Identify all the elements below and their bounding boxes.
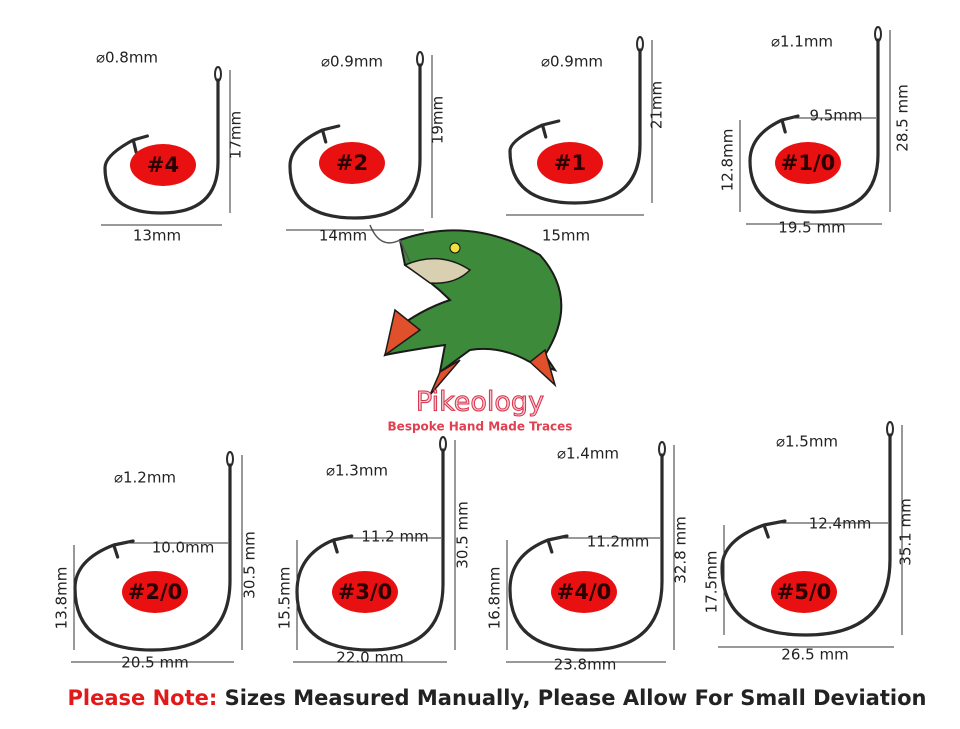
size-badge — [130, 144, 196, 186]
width-label: 19.5 mm — [778, 219, 845, 237]
hook-shape — [720, 433, 892, 637]
size-badge — [775, 142, 841, 184]
width-label: 15mm — [542, 227, 590, 245]
width-label: 22.0 mm — [336, 649, 403, 667]
hook-eye — [214, 66, 222, 82]
length-label: 32.8 mm — [672, 516, 690, 583]
length-label: 30.5 mm — [241, 531, 259, 598]
hook-shape — [748, 38, 880, 214]
size-badge — [332, 571, 398, 613]
hook-3: #1/0 ⌀1.1mm 19.5 mm 28.5 mm 9.5mm 12.8mm — [719, 26, 912, 237]
size-label: #5/0 — [777, 580, 832, 604]
hook-1: #2 ⌀0.9mm 14mm 19mm — [286, 51, 447, 245]
logo: Pikeology Bespoke Hand Made Traces — [369, 224, 573, 434]
diameter-label: ⌀1.3mm — [326, 462, 388, 480]
logo-name: Pikeology — [416, 387, 544, 418]
length-label: 19mm — [429, 96, 447, 144]
diameter-label: ⌀0.9mm — [541, 53, 603, 71]
diameter-label: ⌀0.8mm — [96, 49, 158, 67]
size-label: #1/0 — [781, 151, 836, 175]
width-label: 26.5 mm — [781, 646, 848, 664]
size-badge — [537, 142, 603, 184]
note-label: Please Note: — [68, 686, 218, 710]
length-label: 28.5 mm — [894, 84, 912, 151]
point-height-label: 17.5mm — [703, 551, 721, 614]
hook-shape — [508, 48, 642, 205]
hook-eye — [886, 421, 894, 437]
fish-mouth — [403, 257, 472, 284]
size-badge — [551, 571, 617, 613]
diameter-label: ⌀1.1mm — [771, 33, 833, 51]
diameter-label: ⌀1.2mm — [114, 469, 176, 487]
diameter-label: ⌀0.9mm — [321, 53, 383, 71]
length-label: 30.5 mm — [454, 501, 472, 568]
fish-body — [383, 229, 563, 375]
gap-label: 10.0mm — [152, 539, 215, 557]
diameter-label: ⌀1.4mm — [557, 445, 619, 463]
width-label: 20.5 mm — [121, 654, 188, 672]
point-height-label: 15.5mm — [276, 567, 294, 630]
hook-shape — [103, 78, 220, 215]
gap-label: 9.5mm — [809, 107, 862, 125]
diameter-label: ⌀1.5mm — [776, 433, 838, 451]
size-badge — [122, 571, 188, 613]
point-height-label: 16.8mm — [486, 567, 504, 630]
hook-eye — [416, 51, 424, 67]
gap-label: 11.2mm — [587, 533, 650, 551]
size-label: #2 — [336, 151, 368, 175]
size-badge — [319, 142, 385, 184]
fishing-line — [369, 224, 411, 263]
hook-2: #1 ⌀0.9mm 15mm 21mm — [506, 36, 666, 245]
note: Please Note: Sizes Measured Manually, Pl… — [68, 686, 927, 710]
hook-shape — [295, 448, 445, 652]
hook-4: #2/0 ⌀1.2mm 20.5 mm 30.5 mm 10.0mm 13.8mm — [53, 451, 259, 672]
hook-5: #3/0 ⌀1.3mm 22.0 mm 30.5 mm 11.2 mm 15.5mm — [276, 436, 472, 667]
hook-eye — [636, 36, 644, 52]
hook-6: #4/0 ⌀1.4mm 23.8mm 32.8 mm 11.2mm 16.8mm — [486, 441, 690, 674]
hook-eye — [226, 451, 234, 467]
note-text: Sizes Measured Manually, Please Allow Fo… — [225, 686, 927, 710]
hook-eye — [439, 436, 447, 452]
gap-label: 11.2 mm — [361, 528, 428, 546]
fish-eye — [449, 242, 461, 254]
size-label: #1 — [554, 151, 586, 175]
hook-shape — [73, 463, 232, 652]
length-label: 17mm — [227, 111, 245, 159]
size-label: #4/0 — [557, 580, 612, 604]
hook-eye — [658, 441, 666, 457]
fish-fins — [383, 308, 557, 396]
size-label: #4 — [147, 153, 179, 177]
width-label: 13mm — [133, 227, 181, 245]
width-label: 23.8mm — [554, 656, 617, 674]
hook-shape — [508, 453, 664, 652]
logo-tagline: Bespoke Hand Made Traces — [388, 420, 573, 434]
point-height-label: 12.8mm — [719, 129, 737, 192]
hook-shape — [288, 63, 422, 220]
point-height-label: 13.8mm — [53, 567, 71, 630]
size-badge — [771, 571, 837, 613]
size-label: #3/0 — [338, 580, 393, 604]
length-label: 35.1 mm — [897, 498, 915, 565]
hook-0: #4 ⌀0.8mm 13mm 17mm — [96, 49, 245, 245]
width-label: 14mm — [319, 227, 367, 245]
hook-eye — [874, 26, 882, 42]
length-label: 21mm — [648, 81, 666, 129]
size-label: #2/0 — [128, 580, 183, 604]
